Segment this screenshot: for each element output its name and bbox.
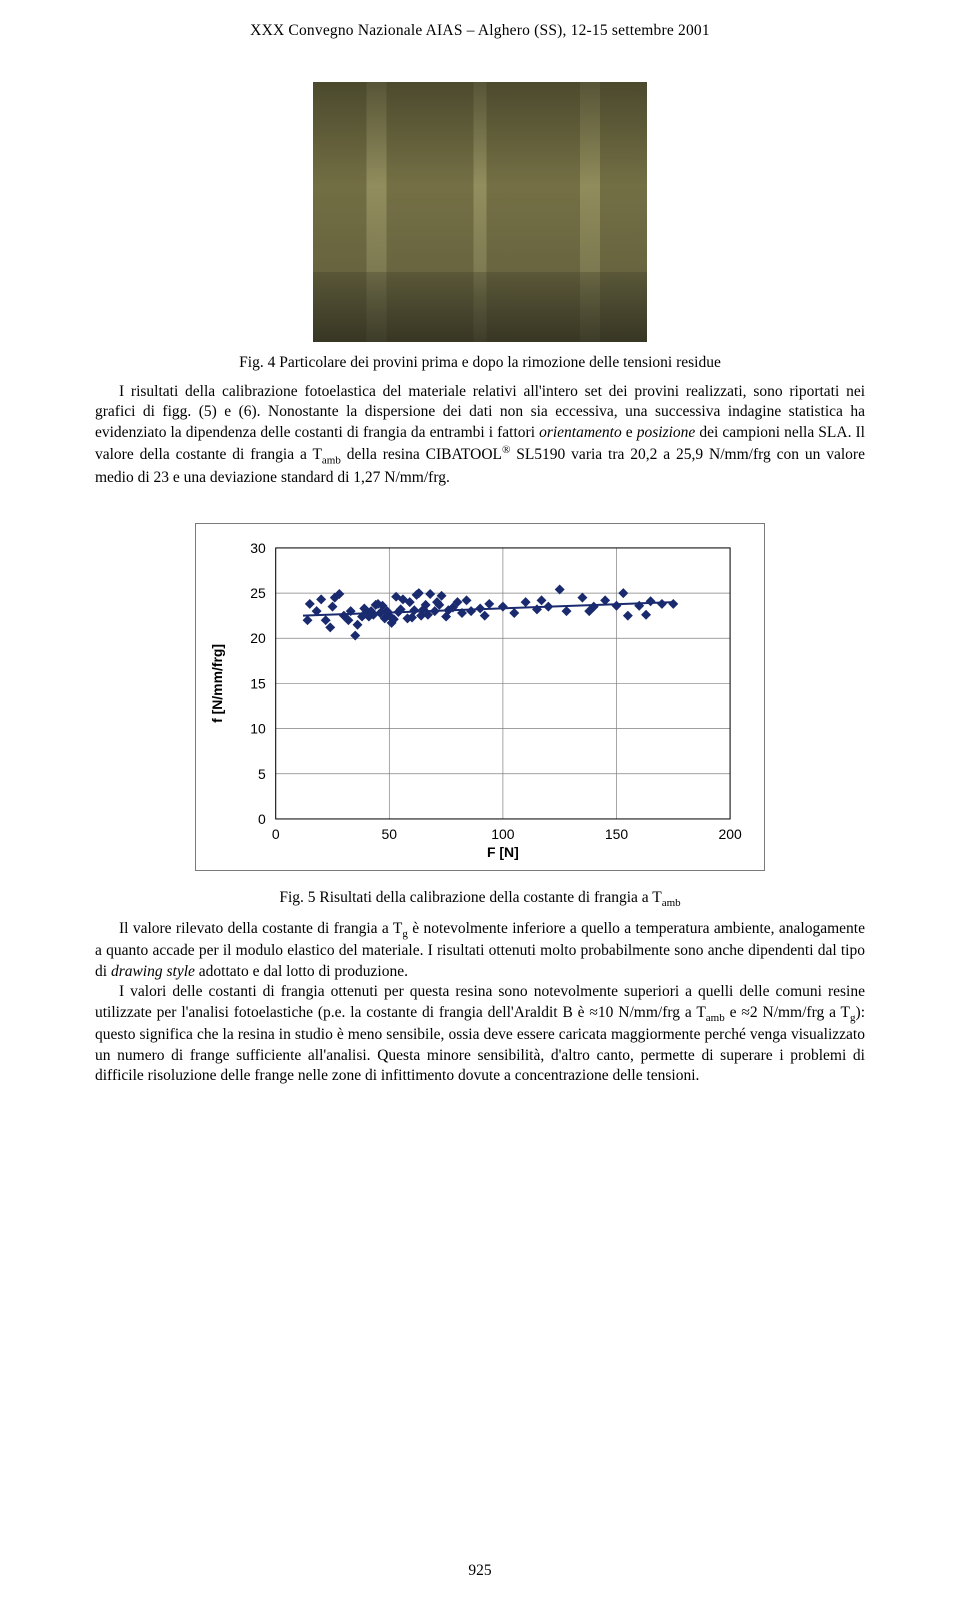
svg-text:50: 50 — [382, 825, 398, 841]
p1-text-f: della resina CIBATOOL — [341, 447, 502, 464]
svg-text:30: 30 — [250, 539, 266, 555]
fig5-chart-svg: 0 5 10 15 20 25 30 0 50 100 150 200 f [N/mm/frg] F [N… — [196, 524, 764, 871]
fig5-caption-sub: amb — [662, 897, 681, 909]
fig5-caption-a: Fig. 5 Risultati della calibrazione dell… — [279, 889, 661, 906]
page-number: 925 — [0, 1562, 960, 1580]
fig4-photo-container — [95, 82, 865, 342]
fig5-chart: 0 5 10 15 20 25 30 0 50 100 150 200 f [N/mm/frg] F [N… — [195, 523, 765, 871]
p2-italic-drawing: drawing style — [111, 963, 195, 980]
paragraph-2: Il valore rilevato della costante di fra… — [95, 919, 865, 1087]
svg-text:5: 5 — [258, 765, 266, 781]
p1-italic-posizione: posizione — [637, 424, 696, 441]
fig5-chart-container: 0 5 10 15 20 25 30 0 50 100 150 200 f [N/mm/frg] F [N… — [95, 523, 865, 871]
p3-text-b: e ≈2 N/mm/frg a T — [725, 1004, 850, 1021]
p2-text-a: Il valore rilevato della costante di fra… — [119, 920, 402, 937]
svg-text:f [N/mm/frg]: f [N/mm/frg] — [209, 644, 225, 723]
p1-italic-orientamento: orientamento — [539, 424, 622, 441]
svg-text:15: 15 — [250, 675, 266, 691]
svg-text:F [N]: F [N] — [487, 843, 519, 859]
p2-text-c: adottato e dal lotto di produzione. — [195, 963, 408, 980]
svg-text:0: 0 — [272, 825, 280, 841]
svg-text:20: 20 — [250, 630, 266, 646]
conference-header: XXX Convegno Nazionale AIAS – Alghero (S… — [95, 22, 865, 40]
fig4-photo — [313, 82, 647, 342]
fig5-caption: Fig. 5 Risultati della calibrazione dell… — [95, 889, 865, 909]
svg-text:150: 150 — [605, 825, 629, 841]
p1-sub-amb: amb — [322, 455, 341, 467]
svg-text:10: 10 — [250, 720, 266, 736]
svg-text:0: 0 — [258, 811, 266, 827]
svg-text:100: 100 — [491, 825, 515, 841]
svg-text:200: 200 — [718, 825, 742, 841]
paragraph-1: I risultati della calibrazione fotoelast… — [95, 382, 865, 489]
fig4-caption: Fig. 4 Particolare dei provini prima e d… — [95, 354, 865, 372]
svg-text:25: 25 — [250, 585, 266, 601]
p1-text-c: e — [622, 424, 637, 441]
p3-sub-amb: amb — [706, 1012, 725, 1024]
